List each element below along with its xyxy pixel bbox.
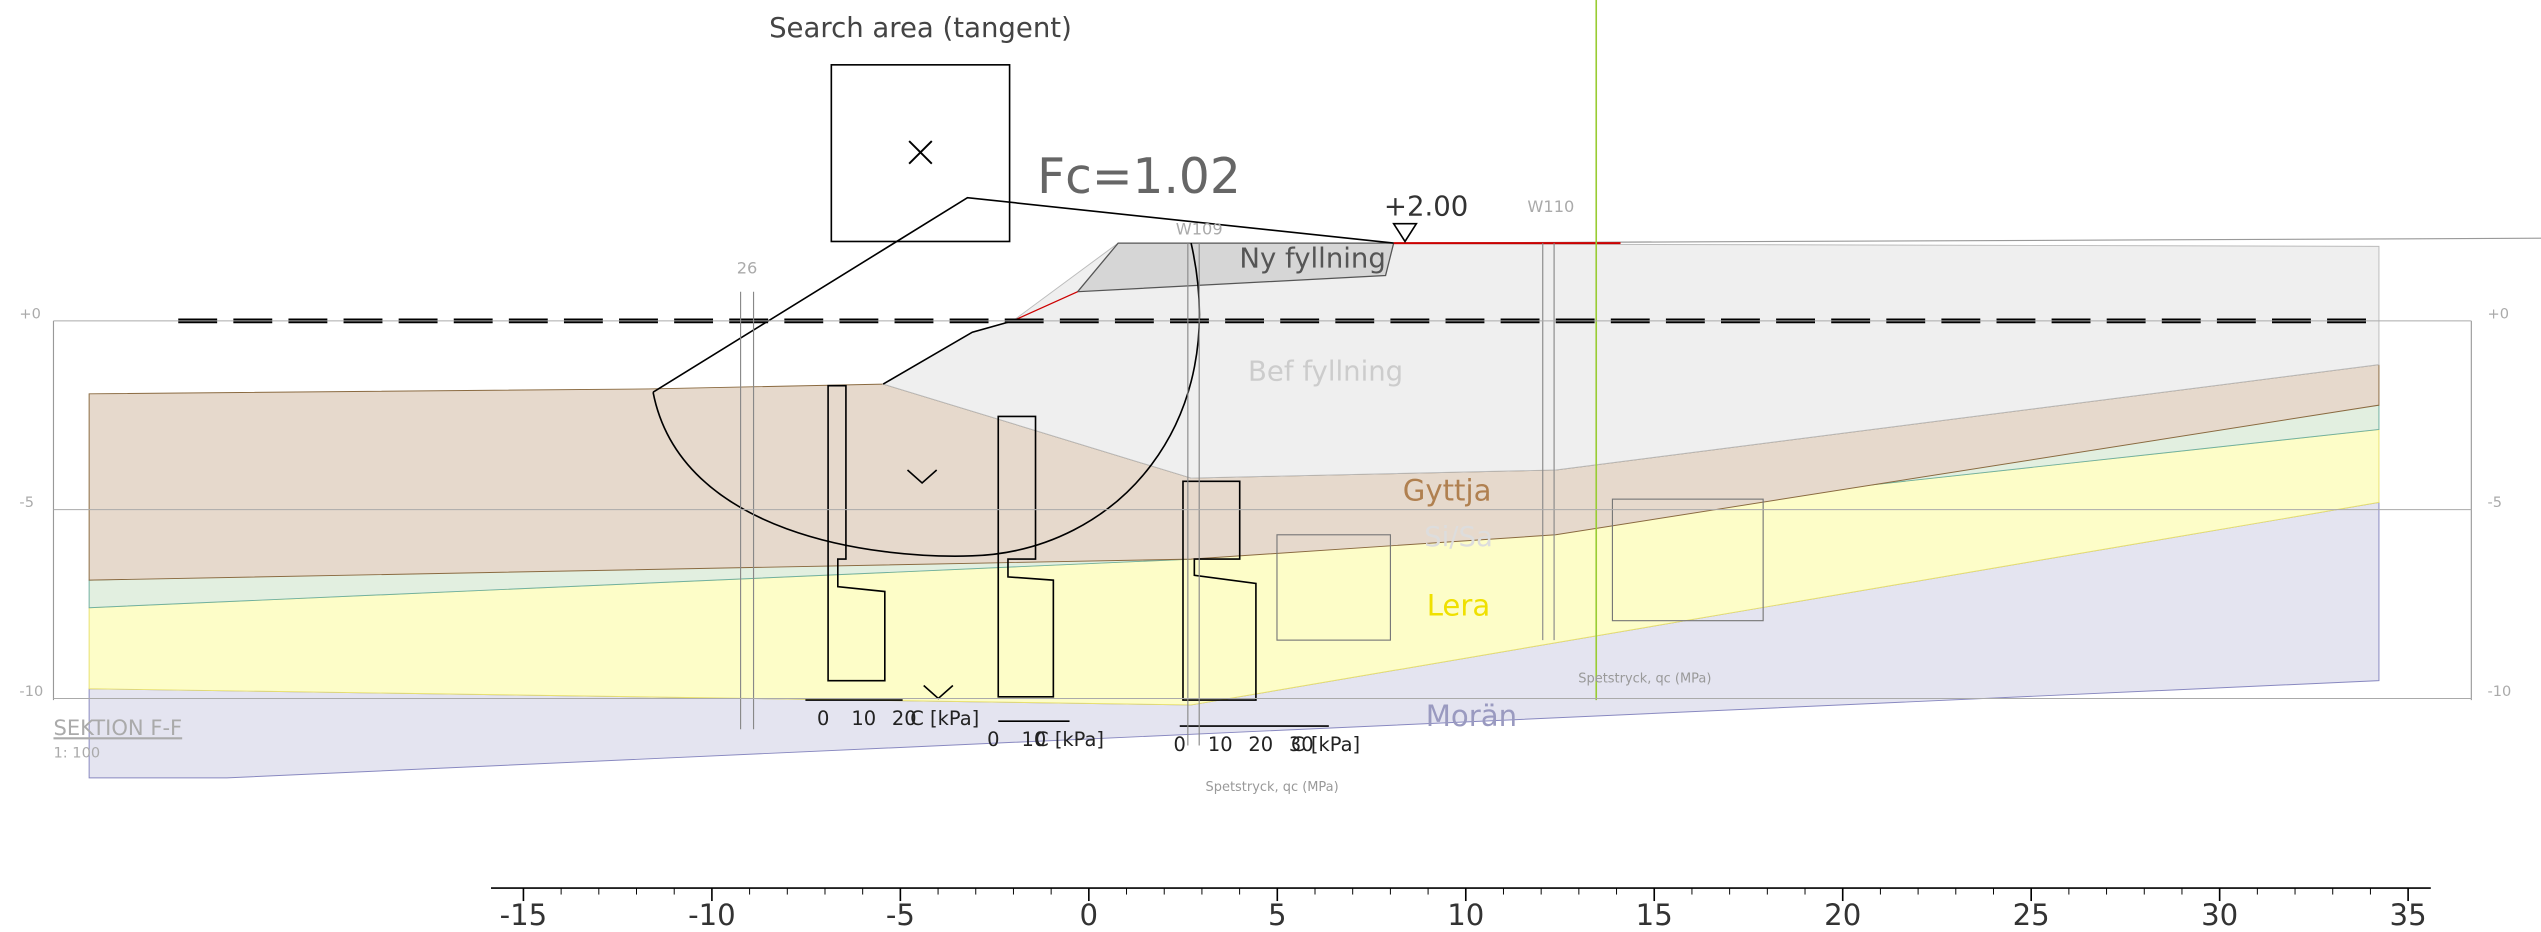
x-tick-label: -5 [886, 898, 915, 932]
x-tick-label: 0 [1080, 898, 1099, 932]
elevation-label: -10 [19, 683, 43, 700]
x-tick-label: -15 [500, 898, 548, 932]
x-tick-label: 25 [2013, 898, 2050, 932]
x-tick-label: 35 [2390, 898, 2427, 932]
layer-ny-fyllning [1076, 242, 1395, 293]
elevation-label: -5 [19, 494, 34, 511]
plot-axis [805, 699, 1329, 727]
section-title: SEKTION F-F [53, 715, 182, 740]
x-tick-label: 20 [1824, 898, 1861, 932]
cpt-grid [1611, 498, 1764, 622]
borehole-label: W110 [1527, 197, 1574, 216]
layer-label: Si/Sa [1424, 521, 1493, 553]
strength-profile [997, 415, 1055, 698]
elevation-label: -10 [2488, 683, 2512, 700]
search-area-label: Search area (tangent) [769, 12, 1072, 44]
level-triangle [1392, 222, 1418, 243]
factor-of-safety: Fc=1.02 [1037, 149, 1241, 205]
plot-unit: C [kPa] [1291, 733, 1360, 756]
borehole-label: 26 [737, 259, 758, 278]
x-tick-label: 10 [1447, 898, 1484, 932]
layer-label: Morän [1426, 699, 1517, 733]
plot-tick-label: 0 [987, 728, 999, 751]
x-tick-label: 5 [1268, 898, 1287, 932]
cpt-label: Spetstryck, qc (MPa) [1206, 780, 1339, 795]
borehole-label: W109 [1176, 220, 1223, 239]
plot-tick-label: 10 [851, 707, 876, 730]
cpt-label: Spetstryck, qc (MPa) [1578, 672, 1711, 687]
red-slope [1012, 291, 1078, 322]
elevation-label: +0 [2488, 305, 2510, 322]
plot-tick-label: 0 [817, 707, 829, 730]
plot-unit: C [kPa] [1035, 728, 1104, 751]
plot-tick-label: 30 [1289, 733, 1314, 756]
strength-profile [1182, 480, 1257, 701]
plot-tick-label: 10 [1022, 728, 1047, 751]
plot-tick-label: 20 [892, 707, 917, 730]
search-box [830, 64, 1011, 243]
elevation-label: -5 [2488, 494, 2503, 511]
search-cross [908, 140, 933, 165]
plot-unit: C [kPa] [910, 707, 979, 730]
strength-profile [827, 384, 886, 682]
x-tick-label: 30 [2201, 898, 2238, 932]
plot-tick-label: 10 [1208, 733, 1233, 756]
plot-tick-label: 0 [1174, 733, 1186, 756]
slip-surface [652, 196, 1394, 557]
elevation-label: +0 [19, 305, 41, 322]
layer-label: Gyttja [1403, 474, 1492, 508]
x-tick-label: 15 [1636, 898, 1673, 932]
plot-tick-label: 20 [1248, 733, 1273, 756]
layer-label: Lera [1427, 589, 1491, 623]
cpt-grid [1276, 534, 1391, 641]
ground-level: +2.00 [1384, 190, 1468, 222]
layer-label: Ny fyllning [1239, 242, 1385, 274]
layer-label: Bef fyllning [1248, 356, 1403, 388]
section-scale: 1: 100 [53, 745, 100, 762]
x-tick-label: -10 [688, 898, 736, 932]
borehole [740, 243, 1555, 746]
